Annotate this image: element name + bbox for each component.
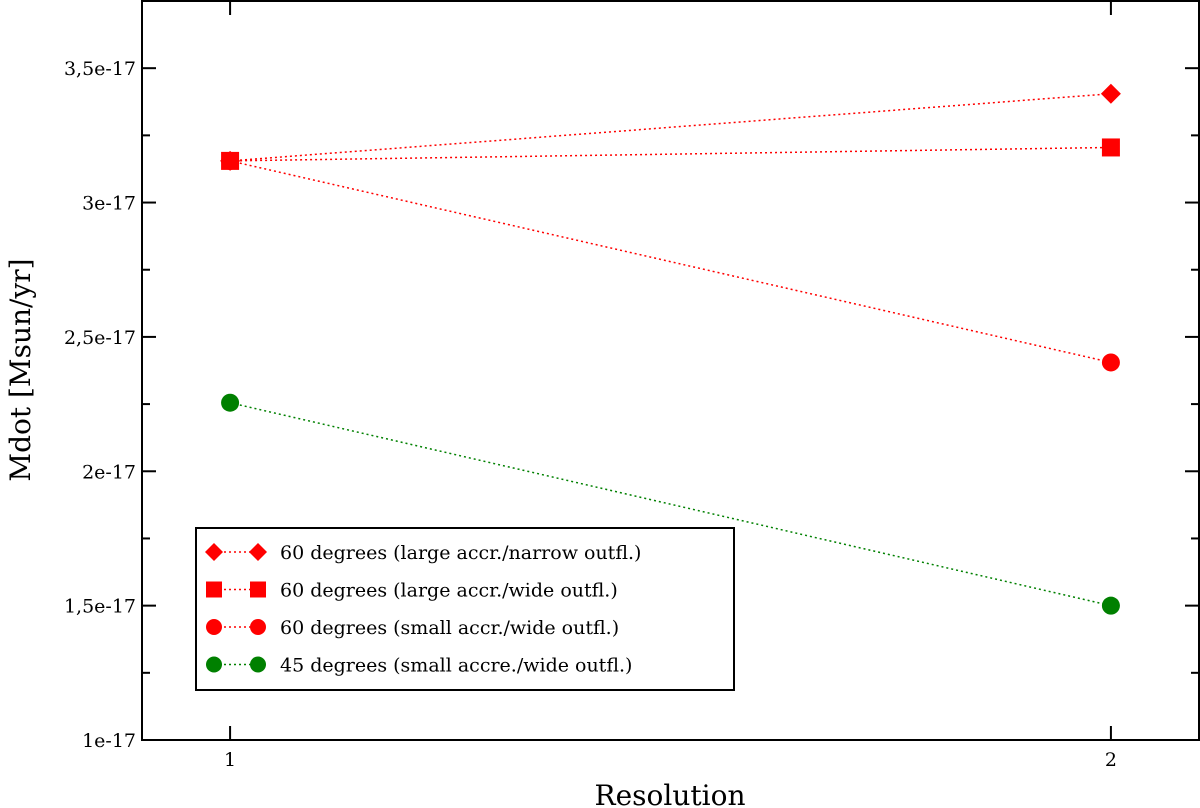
legend-label-4: 45 degrees (small accre./wide outfl.)	[280, 655, 632, 677]
legend-marker	[206, 656, 222, 673]
legend-marker	[250, 581, 266, 598]
legend-label-2: 60 degrees (large accr./wide outfl.)	[280, 580, 618, 602]
legend-label-1: 60 degrees (large accr./narrow outfl.)	[280, 542, 641, 564]
legend-box	[195, 527, 735, 691]
series-line-1	[230, 92, 1111, 162]
x-axis-title: Resolution	[595, 779, 746, 808]
legend-marker	[250, 656, 266, 673]
x-tick-label: 2	[1105, 749, 1117, 771]
series-markers	[220, 83, 1121, 615]
y-tick-label: 3,5e-17	[64, 58, 136, 80]
y-tick-label: 1,5e-17	[64, 596, 136, 618]
y-tick-label: 1e-17	[82, 730, 136, 752]
y-tick-label: 2,5e-17	[64, 327, 136, 349]
y-tick-label: 3e-17	[82, 193, 136, 215]
legend-marker	[249, 543, 267, 561]
series-line-2	[230, 146, 1111, 162]
series-4-point	[221, 393, 240, 412]
series-2-point	[1101, 138, 1120, 157]
series-line-4	[229, 402, 1112, 607]
legend-marker	[206, 619, 222, 635]
y-axis-title: Mdot [Msun/yr]	[4, 258, 37, 481]
plot-frame	[141, 0, 1200, 741]
x-tick-label: 1	[224, 749, 236, 771]
legend-label-3: 60 degrees (small accr./wide outfl.)	[280, 617, 619, 639]
series-lines	[229, 92, 1112, 607]
y-tick-label: 2e-17	[82, 461, 136, 483]
legend: 60 degrees (large accr./narrow outfl.) 60…	[195, 527, 735, 691]
series-4-point	[1101, 596, 1120, 615]
series-line-3	[229, 160, 1112, 364]
y-ticks: 1e-17 1,5e-17 2e-17 2,5e-17 3e-17 3,5e-17	[64, 58, 1199, 752]
series-1-point	[1100, 83, 1121, 104]
series-3-point	[1101, 353, 1120, 372]
legend-marker	[205, 543, 223, 561]
series-3-point	[221, 151, 240, 170]
legend-marker	[206, 581, 222, 598]
legend-marker	[250, 619, 266, 635]
